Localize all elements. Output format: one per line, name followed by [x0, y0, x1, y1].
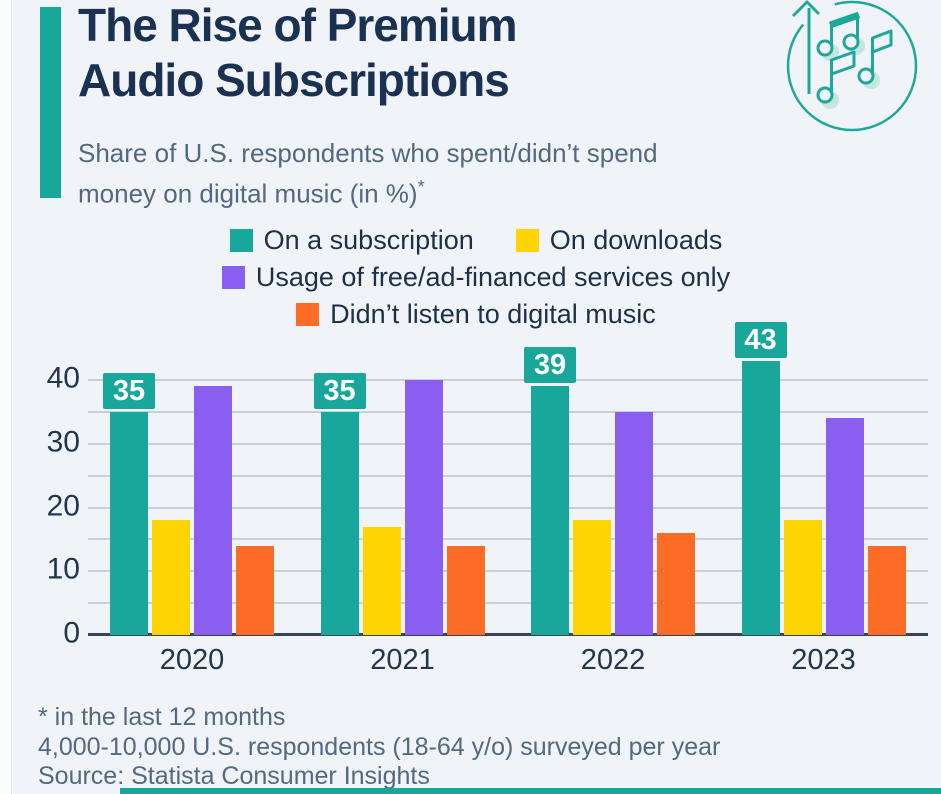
- gridline-25: [88, 474, 928, 477]
- gridline-30: [88, 442, 928, 445]
- value-label-2023: 43: [734, 321, 787, 358]
- bar-2022-usage-of-free-ad-financed-services-only: [615, 411, 653, 635]
- gridline-20: [88, 506, 928, 509]
- legend-label: On downloads: [549, 225, 723, 255]
- footnote-marker: *: [417, 177, 425, 197]
- bar-2021-on-downloads: [362, 526, 401, 635]
- legend-swatch-purple: [221, 266, 245, 289]
- note-head: [857, 67, 875, 85]
- y-tick-label-0: 0: [63, 616, 80, 650]
- page-subtitle-line2: money on digital music (in %)*: [78, 177, 425, 209]
- page-title: The Rise of Premium Audio Subscriptions: [78, 0, 778, 108]
- bar-2020-on-downloads: [152, 520, 190, 635]
- x-tick-label-2023: 2023: [791, 644, 856, 676]
- note-head: [816, 86, 834, 104]
- circle-outline: [786, 0, 918, 132]
- note-head: [842, 33, 860, 51]
- legend-swatch-yellow: [515, 229, 539, 252]
- x-tick-label-2020: 2020: [159, 644, 225, 676]
- legend-label: On a subscription: [263, 225, 474, 255]
- bar-2021-usage-of-free-ad-financed-services-only: [404, 380, 443, 635]
- bar-2023-on-a-subscription: [741, 360, 780, 635]
- page-left-margin: [0, 0, 12, 794]
- note-flag: [871, 29, 893, 54]
- legend-label: Usage of free/ad-financed services only: [255, 262, 731, 292]
- chart-legend: On a subscription On downloads Usage of …: [11, 224, 941, 331]
- bar-2022-didn-t-listen-to-digital-music: [657, 533, 695, 635]
- bar-2020-didn-t-listen-to-digital-music: [236, 545, 274, 635]
- note-beam: [828, 11, 861, 29]
- page-title-line2: Audio Subscriptions: [78, 54, 510, 106]
- bar-2023-on-downloads: [783, 520, 822, 635]
- legend-swatch-orange: [296, 303, 320, 326]
- bar-2023-usage-of-free-ad-financed-services-only: [825, 418, 864, 635]
- y-tick-label-40: 40: [46, 361, 80, 395]
- value-label-2021: 35: [313, 372, 366, 409]
- y-tick-label-10: 10: [46, 552, 80, 586]
- bar-2021-on-a-subscription: [320, 411, 359, 635]
- y-tick-label-30: 30: [46, 425, 80, 459]
- legend-row: On a subscription On downloads: [229, 224, 723, 257]
- gridline-10: [88, 570, 928, 573]
- legend-item-didnt-listen: Didn’t listen to digital music: [296, 299, 656, 330]
- source-line: Source: Statista Consumer Insights: [38, 762, 430, 790]
- note-flag: [830, 50, 856, 76]
- gridline-5: [88, 602, 928, 605]
- bar-2020-on-a-subscription: [110, 411, 148, 635]
- bar-2020-usage-of-free-ad-financed-services-only: [194, 386, 232, 635]
- bar-2022-on-a-subscription: [531, 386, 569, 635]
- footnote-line1: * in the last 12 months: [38, 703, 286, 731]
- bar-2022-on-downloads: [573, 520, 611, 635]
- legend-item-downloads: On downloads: [515, 225, 723, 256]
- legend-row: Usage of free/ad-financed services only: [221, 261, 731, 294]
- note-head: [816, 39, 834, 57]
- x-tick-label-2021: 2021: [370, 644, 435, 676]
- gridline-40: [88, 379, 928, 381]
- footnote-line2: 4,000-10,000 U.S. respondents (18-64 y/o…: [38, 732, 721, 761]
- page-subtitle-line1: Share of U.S. respondents who spent/didn…: [78, 138, 658, 168]
- value-label-2022: 39: [524, 347, 576, 384]
- x-tick-label-2022: 2022: [580, 644, 646, 676]
- x-axis-baseline: [88, 633, 928, 636]
- gridline-35: [88, 410, 928, 413]
- bar-2021-didn-t-listen-to-digital-music: [446, 545, 485, 635]
- arrow-head: [791, 0, 821, 18]
- legend-item-subscription: On a subscription: [229, 225, 474, 256]
- bar-2023-didn-t-listen-to-digital-music: [867, 545, 906, 635]
- legend-row: Didn’t listen to digital music: [296, 298, 656, 331]
- music-notes-growth-icon: [786, 0, 918, 132]
- legend-label: Didn’t listen to digital music: [330, 299, 656, 329]
- legend-swatch-teal: [229, 229, 253, 252]
- legend-item-free-services: Usage of free/ad-financed services only: [221, 262, 731, 293]
- gridline-15: [88, 538, 928, 541]
- footer-accent-strip: [120, 788, 941, 794]
- title-accent-bar: [40, 7, 61, 198]
- footnotes: * in the last 12 months 4,000-10,000 U.S…: [38, 703, 898, 792]
- y-tick-label-20: 20: [46, 489, 80, 523]
- page-subtitle: Share of U.S. respondents who spent/didn…: [78, 136, 798, 211]
- page-title-line1: The Rise of Premium: [78, 0, 518, 51]
- value-label-2020: 35: [103, 372, 155, 409]
